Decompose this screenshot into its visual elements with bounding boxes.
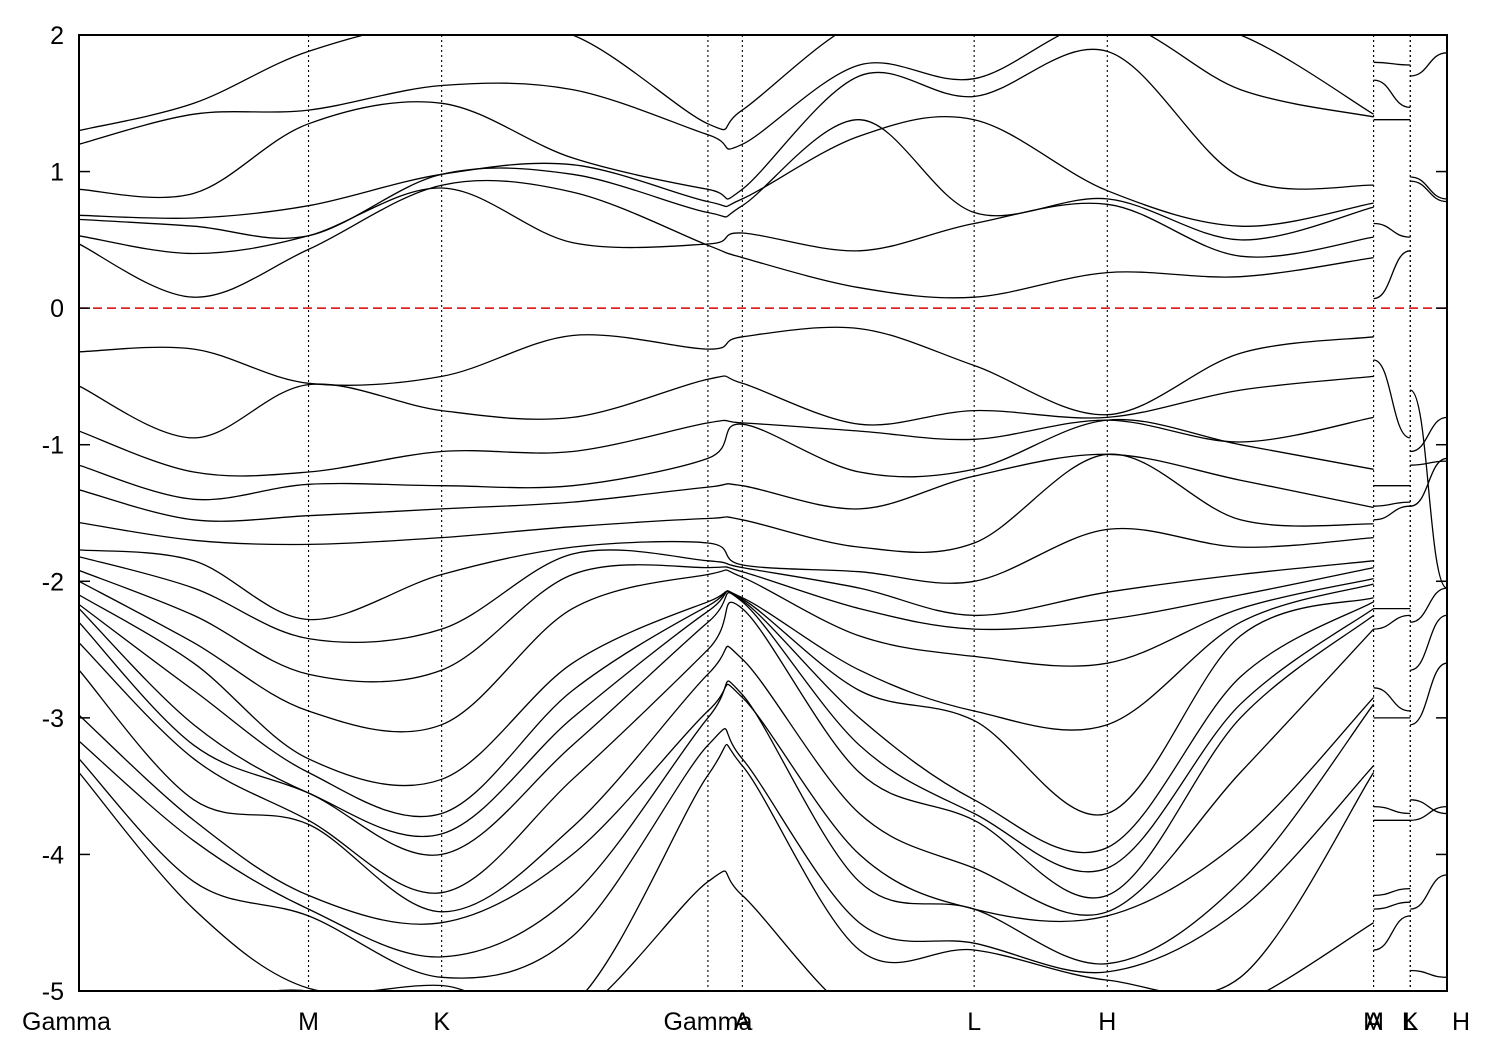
- x-tick-label: L: [967, 1008, 981, 1036]
- band-line-28: [79, 35, 1374, 150]
- segment-3-band-6: [1410, 614, 1447, 671]
- band-line-27: [79, 48, 1374, 200]
- y-tick-label: -2: [42, 568, 64, 596]
- x-tick-label: L: [1403, 1008, 1417, 1036]
- y-tick-label: 0: [50, 295, 64, 323]
- band-line-11: [79, 590, 1374, 818]
- segment-2-band-14: [1373, 250, 1411, 300]
- band-line-4: [79, 728, 1375, 979]
- band-line-12: [79, 583, 1374, 787]
- band-line-20: [79, 416, 1374, 477]
- band-line-26: [79, 115, 1374, 227]
- segment-3-band-12: [1410, 180, 1447, 203]
- segment-3-band-11: [1409, 389, 1447, 589]
- x-tick-label: A: [734, 1008, 751, 1036]
- segment-3-band-5: [1410, 662, 1447, 726]
- plot-area: [79, 35, 1447, 991]
- x-tick-label: Gamma: [663, 1008, 752, 1036]
- band-line-15: [79, 549, 1374, 643]
- segment-2-band-5: [1373, 805, 1411, 815]
- band-line-3: [79, 743, 1375, 991]
- y-tick-label: -5: [42, 978, 64, 1006]
- band-line-22: [79, 326, 1374, 416]
- x-tick-label: H: [1098, 1008, 1116, 1036]
- segment-2-band-2: [1373, 901, 1411, 910]
- segment-2-band-11: [1373, 501, 1411, 507]
- segment-3-band-10: [1410, 416, 1447, 453]
- segment-3-band-4: [1410, 799, 1447, 815]
- segment-2-band-1: [1373, 915, 1411, 951]
- segment-3-band-2: [1410, 874, 1447, 910]
- band-line-13: [79, 569, 1374, 733]
- x-tick-label: M: [1363, 1008, 1384, 1036]
- band-line-17: [79, 453, 1374, 554]
- segment-3-band-13: [1410, 176, 1447, 200]
- segment-3-band-14: [1410, 52, 1447, 77]
- band-line-10: [79, 590, 1374, 854]
- y-tick-label: -3: [42, 705, 64, 733]
- segment-2-band-10: [1373, 505, 1411, 521]
- band-line-6: [79, 683, 1375, 925]
- plot-frame: [78, 34, 1448, 992]
- x-tick-label: Gamma: [22, 1008, 111, 1036]
- y-tick-label: -1: [42, 432, 64, 460]
- segment-2-band-7: [1373, 687, 1411, 712]
- band-line-16: [79, 527, 1374, 621]
- segment-3-band-1: [1410, 969, 1447, 978]
- band-line-18: [79, 453, 1374, 522]
- band-line-29: [79, 35, 1374, 132]
- band-line-5: [79, 680, 1375, 965]
- y-axis: -5 -4 -3 -2 -1 0 1 2: [42, 22, 1447, 1006]
- segment-2-band-18: [1373, 61, 1411, 66]
- band-line-19: [79, 418, 1374, 501]
- band-line-25: [79, 119, 1374, 241]
- segment-2-band-17: [1373, 79, 1411, 109]
- segment-3-band-9: [1410, 460, 1447, 466]
- y-tick-label: -4: [42, 841, 64, 869]
- segment-3-band-7: [1410, 587, 1447, 623]
- band-line-23: [79, 179, 1374, 299]
- segment-3-band-3: [1410, 805, 1447, 821]
- band-line-2: [267, 870, 1374, 991]
- x-tick-label: A: [1365, 1008, 1382, 1036]
- x-tick-label: K: [1402, 1008, 1419, 1036]
- x-tick-label: M: [298, 1008, 319, 1036]
- segment-2-band-8: [1373, 614, 1411, 630]
- segment-2-band-13: [1373, 359, 1411, 439]
- band-line-21: [79, 375, 1374, 439]
- x-tick-label: H: [1452, 1008, 1470, 1036]
- band-line-7: [79, 628, 1375, 916]
- segment-2-band-3: [1373, 887, 1411, 897]
- segment-2-band-15: [1373, 222, 1411, 238]
- y-tick-label: 1: [50, 159, 64, 187]
- x-tick-label: K: [433, 1008, 450, 1036]
- band-line-9: [79, 592, 1374, 873]
- band-line-14: [79, 564, 1374, 683]
- y-tick-label: 2: [50, 22, 64, 50]
